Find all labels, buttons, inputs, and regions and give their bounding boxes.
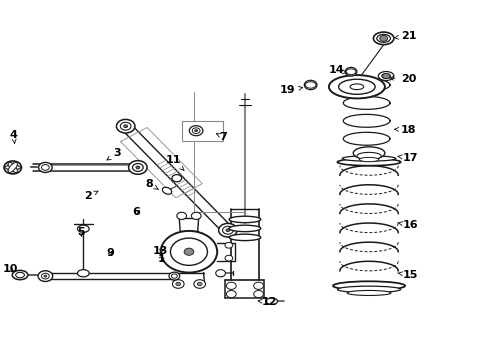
Ellipse shape xyxy=(41,165,49,170)
Ellipse shape xyxy=(5,165,20,170)
Ellipse shape xyxy=(356,152,381,159)
Bar xyxy=(181,121,223,140)
Circle shape xyxy=(382,73,389,78)
Text: 9: 9 xyxy=(106,248,114,258)
Ellipse shape xyxy=(359,157,378,162)
Ellipse shape xyxy=(16,273,24,278)
Ellipse shape xyxy=(229,234,260,240)
Text: 10: 10 xyxy=(2,264,18,274)
Text: 11: 11 xyxy=(166,155,183,170)
Ellipse shape xyxy=(229,216,260,223)
Ellipse shape xyxy=(169,272,180,280)
Ellipse shape xyxy=(346,291,390,296)
Text: 13: 13 xyxy=(152,246,167,256)
Circle shape xyxy=(191,212,201,220)
Text: 15: 15 xyxy=(397,270,418,280)
Ellipse shape xyxy=(192,128,200,134)
Ellipse shape xyxy=(162,187,171,194)
Ellipse shape xyxy=(38,271,53,282)
Ellipse shape xyxy=(7,163,19,172)
Ellipse shape xyxy=(171,274,177,278)
Ellipse shape xyxy=(338,79,374,94)
Ellipse shape xyxy=(12,270,28,280)
Circle shape xyxy=(193,280,205,288)
Ellipse shape xyxy=(337,286,400,293)
Ellipse shape xyxy=(373,32,393,45)
Circle shape xyxy=(226,291,236,298)
Ellipse shape xyxy=(194,130,197,132)
Text: 19: 19 xyxy=(280,85,302,95)
Ellipse shape xyxy=(332,281,404,290)
Ellipse shape xyxy=(132,163,143,171)
Ellipse shape xyxy=(8,162,18,172)
Ellipse shape xyxy=(77,225,89,232)
Ellipse shape xyxy=(4,161,21,174)
Text: 2: 2 xyxy=(84,191,98,201)
Circle shape xyxy=(226,282,236,289)
Ellipse shape xyxy=(376,35,390,42)
Circle shape xyxy=(177,212,186,220)
Circle shape xyxy=(253,291,263,298)
Text: 18: 18 xyxy=(394,125,415,135)
Circle shape xyxy=(224,242,232,248)
Ellipse shape xyxy=(305,82,315,88)
Circle shape xyxy=(161,231,217,273)
Ellipse shape xyxy=(8,162,18,172)
Circle shape xyxy=(170,238,207,265)
Text: 4: 4 xyxy=(10,130,18,143)
Text: 12: 12 xyxy=(258,297,277,307)
Ellipse shape xyxy=(77,270,89,277)
Circle shape xyxy=(224,255,232,261)
Ellipse shape xyxy=(172,175,181,182)
Circle shape xyxy=(197,282,202,286)
Ellipse shape xyxy=(349,84,363,90)
Text: 3: 3 xyxy=(107,148,121,160)
Ellipse shape xyxy=(229,225,260,231)
Text: 8: 8 xyxy=(145,179,158,189)
Ellipse shape xyxy=(120,122,131,130)
Circle shape xyxy=(304,80,316,90)
Ellipse shape xyxy=(41,273,49,279)
Text: 5: 5 xyxy=(77,227,84,237)
Text: 20: 20 xyxy=(389,74,415,84)
Circle shape xyxy=(172,280,183,288)
Text: 1: 1 xyxy=(157,254,165,264)
Ellipse shape xyxy=(218,224,237,237)
Ellipse shape xyxy=(337,158,400,166)
Circle shape xyxy=(183,248,193,255)
Ellipse shape xyxy=(116,120,135,133)
Ellipse shape xyxy=(346,69,355,75)
Ellipse shape xyxy=(378,72,393,81)
Text: 17: 17 xyxy=(397,153,418,163)
Text: 21: 21 xyxy=(394,31,415,41)
Ellipse shape xyxy=(44,275,47,277)
Ellipse shape xyxy=(265,298,277,305)
Text: 14: 14 xyxy=(328,65,346,75)
Circle shape xyxy=(379,36,387,41)
Ellipse shape xyxy=(136,166,140,169)
Ellipse shape xyxy=(39,162,52,172)
Circle shape xyxy=(345,67,356,76)
Ellipse shape xyxy=(328,75,384,98)
Ellipse shape xyxy=(352,147,384,159)
Text: 7: 7 xyxy=(216,132,227,142)
Ellipse shape xyxy=(123,125,127,128)
Circle shape xyxy=(215,270,225,277)
Ellipse shape xyxy=(189,126,203,136)
Ellipse shape xyxy=(225,229,229,231)
Ellipse shape xyxy=(381,73,390,78)
Ellipse shape xyxy=(342,156,395,161)
Text: 6: 6 xyxy=(132,207,140,217)
Ellipse shape xyxy=(128,161,147,174)
Ellipse shape xyxy=(222,226,233,234)
Text: 16: 16 xyxy=(397,220,418,230)
Circle shape xyxy=(176,282,180,286)
Circle shape xyxy=(253,282,263,289)
